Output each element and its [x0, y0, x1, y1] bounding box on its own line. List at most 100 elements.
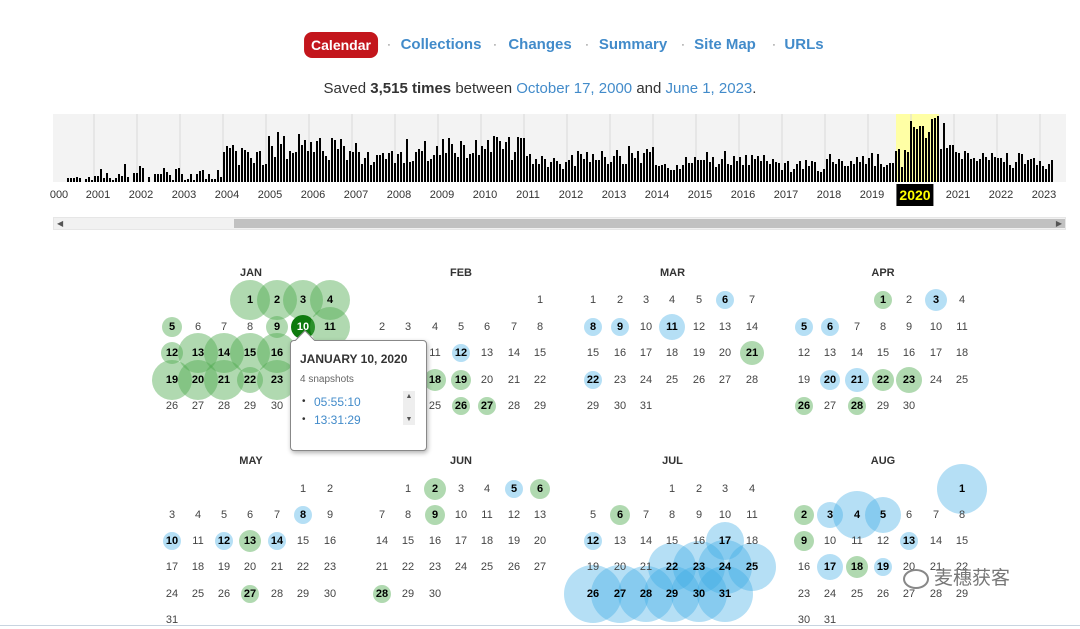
calendar-day-snapshot[interactable]: 27	[243, 588, 257, 600]
calendar-day-snapshot[interactable]: 13	[243, 535, 257, 547]
calendar-day-snapshot[interactable]: 19	[876, 561, 890, 573]
nav-changes-link[interactable]: Changes	[508, 36, 572, 53]
calendar-day-snapshot[interactable]: 5	[510, 483, 518, 495]
calendar-day-snapshot[interactable]: 1	[958, 483, 966, 495]
year-label[interactable]: 2001	[85, 189, 111, 201]
calendar-day-snapshot[interactable]: 2	[431, 483, 439, 495]
calendar-day-snapshot[interactable]: 18	[428, 374, 442, 386]
last-capture-link[interactable]: June 1, 2023	[665, 80, 753, 97]
calendar-day-snapshot[interactable]: 13	[191, 347, 205, 359]
calendar-day-snapshot[interactable]: 14	[217, 347, 231, 359]
nav-calendar-link[interactable]: Calendar	[304, 32, 378, 58]
calendar-day-snapshot[interactable]: 26	[454, 400, 468, 412]
calendar-day-snapshot[interactable]: 14	[270, 535, 284, 547]
calendar-day-snapshot[interactable]: 11	[324, 321, 336, 333]
calendar-day-snapshot[interactable]: 12	[217, 535, 231, 547]
calendar-day-snapshot[interactable]: 3	[932, 294, 940, 306]
calendar-day-snapshot[interactable]: 12	[586, 535, 600, 547]
year-label[interactable]: 2013	[601, 189, 627, 201]
calendar-day-snapshot[interactable]: 28	[639, 588, 653, 600]
year-label[interactable]: 2020	[896, 184, 934, 206]
calendar-day-snapshot[interactable]: 9	[800, 535, 808, 547]
year-label[interactable]: 2021	[945, 189, 971, 201]
calendar-day-snapshot[interactable]: 28	[375, 588, 389, 600]
scroll-up-icon[interactable]: ▲	[405, 393, 413, 400]
calendar-day-snapshot[interactable]: 23	[902, 374, 916, 386]
year-label[interactable]: 2002	[128, 189, 154, 201]
calendar-day-snapshot[interactable]: 23	[270, 374, 284, 386]
calendar-day-snapshot[interactable]: 9	[273, 321, 281, 333]
calendar-day-snapshot[interactable]: 21	[745, 347, 759, 359]
calendar-day-snapshot[interactable]: 6	[536, 483, 544, 495]
calendar-day-snapshot[interactable]: 2	[273, 294, 281, 306]
year-label[interactable]: 2015	[687, 189, 713, 201]
snapshot-time-link[interactable]: 05:55:10	[302, 393, 361, 411]
calendar-day-snapshot[interactable]: 24	[718, 561, 732, 573]
calendar-day-snapshot[interactable]: 9	[431, 509, 439, 521]
calendar-day-snapshot[interactable]: 6	[616, 509, 624, 521]
tooltip-scrollbar[interactable]: ▲ ▼	[403, 391, 415, 425]
calendar-day-snapshot[interactable]: 11	[666, 321, 678, 333]
year-label[interactable]: 2008	[386, 189, 412, 201]
calendar-day-snapshot[interactable]: 16	[270, 347, 284, 359]
calendar-day-snapshot[interactable]: 1	[879, 294, 887, 306]
calendar-day-snapshot[interactable]: 22	[665, 561, 679, 573]
scrollbar-thumb[interactable]	[234, 219, 1065, 228]
calendar-day-snapshot[interactable]: 27	[480, 400, 494, 412]
nav-summary-link[interactable]: Summary	[598, 36, 668, 53]
calendar-day-snapshot[interactable]: 22	[243, 374, 257, 386]
first-capture-link[interactable]: October 17, 2000	[516, 80, 633, 97]
calendar-day-snapshot[interactable]: 20	[191, 374, 205, 386]
year-label[interactable]: 2007	[343, 189, 369, 201]
year-label[interactable]: 2012	[558, 189, 584, 201]
calendar-day-snapshot[interactable]: 13	[902, 535, 916, 547]
calendar-day-snapshot[interactable]: 9	[616, 321, 624, 333]
calendar-day-snapshot[interactable]: 1	[246, 294, 254, 306]
year-label[interactable]: 2003	[171, 189, 197, 201]
year-label[interactable]: 2004	[214, 189, 240, 201]
snapshot-time-link[interactable]: 13:31:29	[302, 411, 361, 429]
year-label[interactable]: 2016	[730, 189, 756, 201]
calendar-day-snapshot[interactable]: 4	[853, 509, 861, 521]
calendar-day-snapshot[interactable]: 2	[800, 509, 808, 521]
calendar-day-snapshot[interactable]: 4	[326, 294, 334, 306]
calendar-day-snapshot[interactable]: 12	[165, 347, 179, 359]
calendar-day-snapshot[interactable]: 23	[692, 561, 706, 573]
year-label[interactable]: 2006	[300, 189, 326, 201]
year-label[interactable]: 2018	[816, 189, 842, 201]
year-label[interactable]: 2011	[516, 189, 540, 201]
calendar-day-snapshot[interactable]: 3	[299, 294, 307, 306]
calendar-day-snapshot[interactable]: 6	[826, 321, 834, 333]
year-label[interactable]: 2017	[773, 189, 799, 201]
calendar-day-snapshot[interactable]: 29	[665, 588, 679, 600]
scroll-right-icon[interactable]: ▶	[1055, 219, 1062, 228]
calendar-day-snapshot[interactable]: 27	[613, 588, 627, 600]
year-label[interactable]: 2023	[1031, 189, 1057, 201]
calendar-day-snapshot[interactable]: 25	[745, 561, 759, 573]
calendar-day-snapshot[interactable]: 3	[826, 509, 834, 521]
calendar-day-snapshot[interactable]: 15	[243, 347, 257, 359]
scroll-down-icon[interactable]: ▼	[405, 416, 413, 423]
calendar-day-snapshot[interactable]: 19	[454, 374, 468, 386]
year-label[interactable]: 2014	[644, 189, 670, 201]
calendar-day-snapshot[interactable]: 5	[879, 509, 887, 521]
calendar-day-snapshot[interactable]: 6	[721, 294, 729, 306]
calendar-day-snapshot[interactable]: 5	[800, 321, 808, 333]
calendar-day-snapshot[interactable]: 17	[823, 561, 837, 573]
timeline-scrollbar[interactable]: ◀ ▶	[53, 217, 1066, 230]
calendar-day-snapshot[interactable]: 18	[850, 561, 864, 573]
calendar-day-snapshot[interactable]: 20	[823, 374, 837, 386]
calendar-day-snapshot[interactable]: 12	[454, 347, 468, 359]
calendar-day-snapshot[interactable]: 31	[718, 588, 732, 600]
nav-site-map-link[interactable]: Site Map	[694, 36, 756, 53]
capture-sparkline[interactable]	[53, 114, 1066, 182]
calendar-day-snapshot[interactable]: 26	[586, 588, 600, 600]
calendar-day-snapshot[interactable]: 22	[876, 374, 890, 386]
calendar-day-snapshot[interactable]: 26	[797, 400, 811, 412]
year-label[interactable]: 2010	[472, 189, 498, 201]
scroll-left-icon[interactable]: ◀	[57, 219, 64, 228]
year-label[interactable]: 2009	[429, 189, 455, 201]
year-label[interactable]: 2022	[988, 189, 1014, 201]
year-label[interactable]: 000	[49, 189, 69, 201]
calendar-day-snapshot[interactable]: 22	[586, 374, 600, 386]
